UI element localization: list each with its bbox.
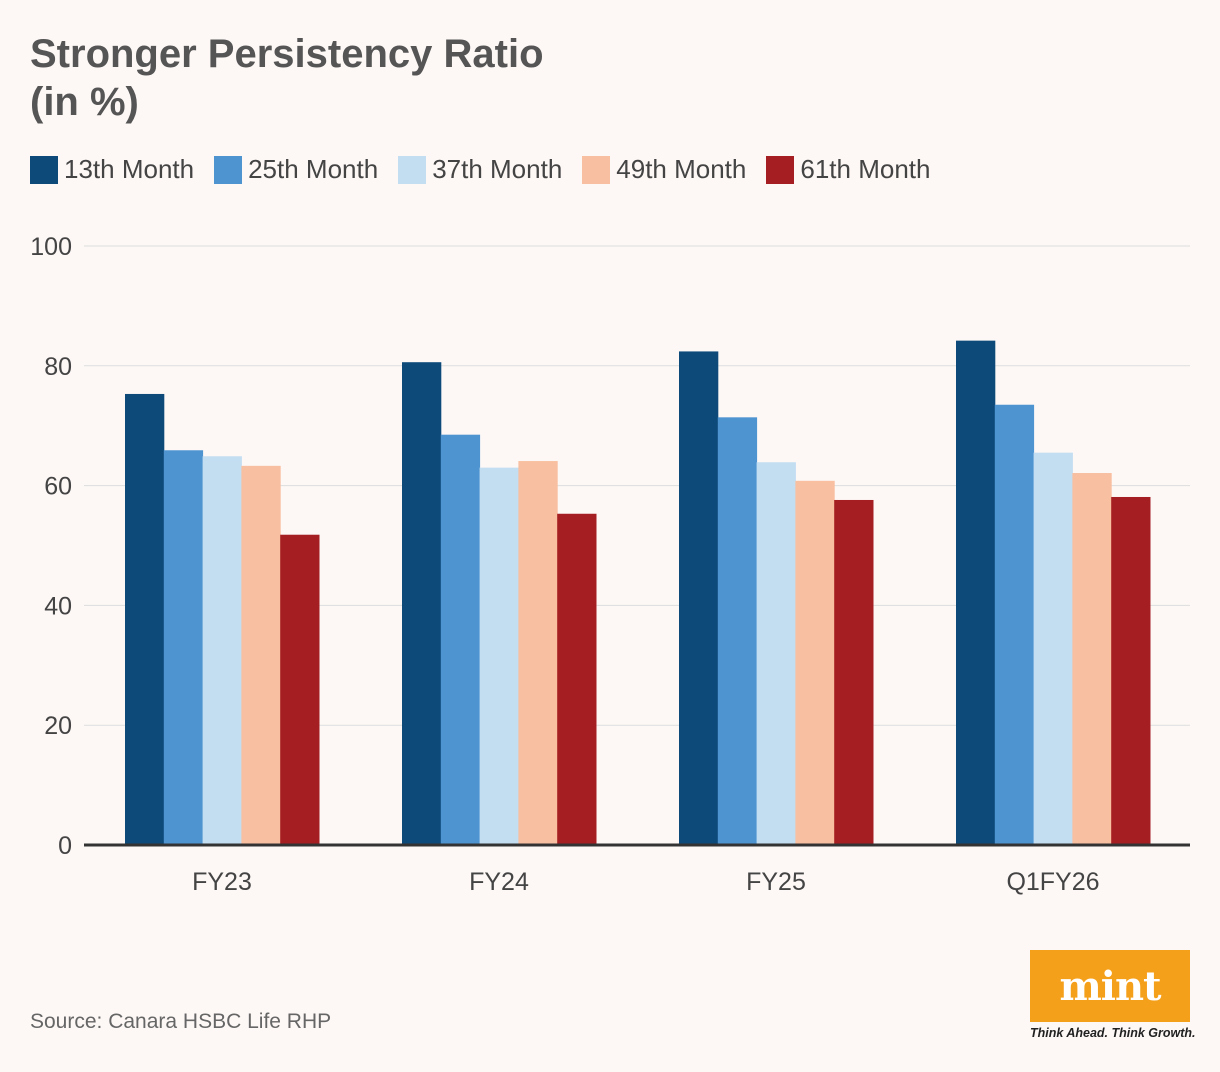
legend-item-13th: 13th Month	[30, 154, 194, 185]
legend-swatch-25th	[214, 155, 243, 184]
y-tick-label: 40	[44, 592, 72, 620]
x-tick-label: Q1FY26	[1006, 868, 1099, 896]
chart-title-line1: Stronger Persistency Ratio	[30, 32, 544, 76]
bar	[756, 462, 796, 845]
bar	[163, 450, 204, 845]
mint-logo-text: mint	[1059, 962, 1161, 1010]
logo-tagline: Think Ahead. Think Growth.	[1030, 1026, 1196, 1040]
legend-label-61st: 61th Month	[800, 154, 931, 184]
bar	[795, 480, 835, 845]
x-tick-label: FY23	[192, 868, 252, 896]
chart-title: Stronger Persistency Ratio (in %)	[30, 30, 544, 126]
bar	[1033, 452, 1073, 845]
bar	[241, 465, 281, 845]
bar	[202, 456, 242, 845]
y-tick-label: 100	[30, 233, 72, 261]
legend-item-25th: 25th Month	[214, 154, 378, 185]
legend-swatch-13th	[30, 155, 58, 184]
legend-label-13th: 13th Month	[64, 154, 195, 184]
bar	[440, 434, 481, 845]
bar	[125, 393, 165, 845]
bar	[679, 351, 719, 845]
bar	[834, 499, 874, 845]
x-tick-label: FY24	[469, 868, 529, 896]
y-tick-label: 60	[44, 473, 72, 501]
bar	[402, 362, 442, 845]
legend-label-37th: 37th Month	[432, 154, 563, 184]
bar	[280, 534, 320, 845]
bar	[518, 461, 558, 845]
chart-title-line2: (in %)	[30, 80, 139, 124]
bar	[994, 404, 1035, 845]
bar	[956, 340, 996, 845]
mint-logo: mint	[1030, 950, 1190, 1022]
legend-swatch-37th	[398, 155, 427, 184]
legend-label-49th: 49th Month	[616, 154, 747, 184]
y-tick-label: 0	[58, 832, 72, 860]
bar	[717, 417, 758, 845]
legend: 13th Month 25th Month 37th Month 49th Mo…	[30, 154, 950, 185]
bar	[479, 467, 519, 845]
source-note: Source: Canara HSBC Life RHP	[30, 1010, 332, 1033]
legend-label-25th: 25th Month	[248, 154, 379, 184]
y-tick-label: 80	[44, 353, 72, 381]
legend-swatch-61st	[766, 155, 795, 184]
y-tick-label: 20	[44, 712, 72, 740]
legend-item-37th: 37th Month	[398, 154, 562, 185]
x-tick-label: FY25	[746, 868, 806, 896]
bar	[557, 513, 597, 845]
legend-item-49th: 49th Month	[582, 154, 746, 185]
bar	[1111, 496, 1151, 845]
bar	[1072, 473, 1112, 845]
legend-swatch-49th	[582, 155, 611, 184]
legend-item-61st: 61th Month	[766, 154, 930, 185]
